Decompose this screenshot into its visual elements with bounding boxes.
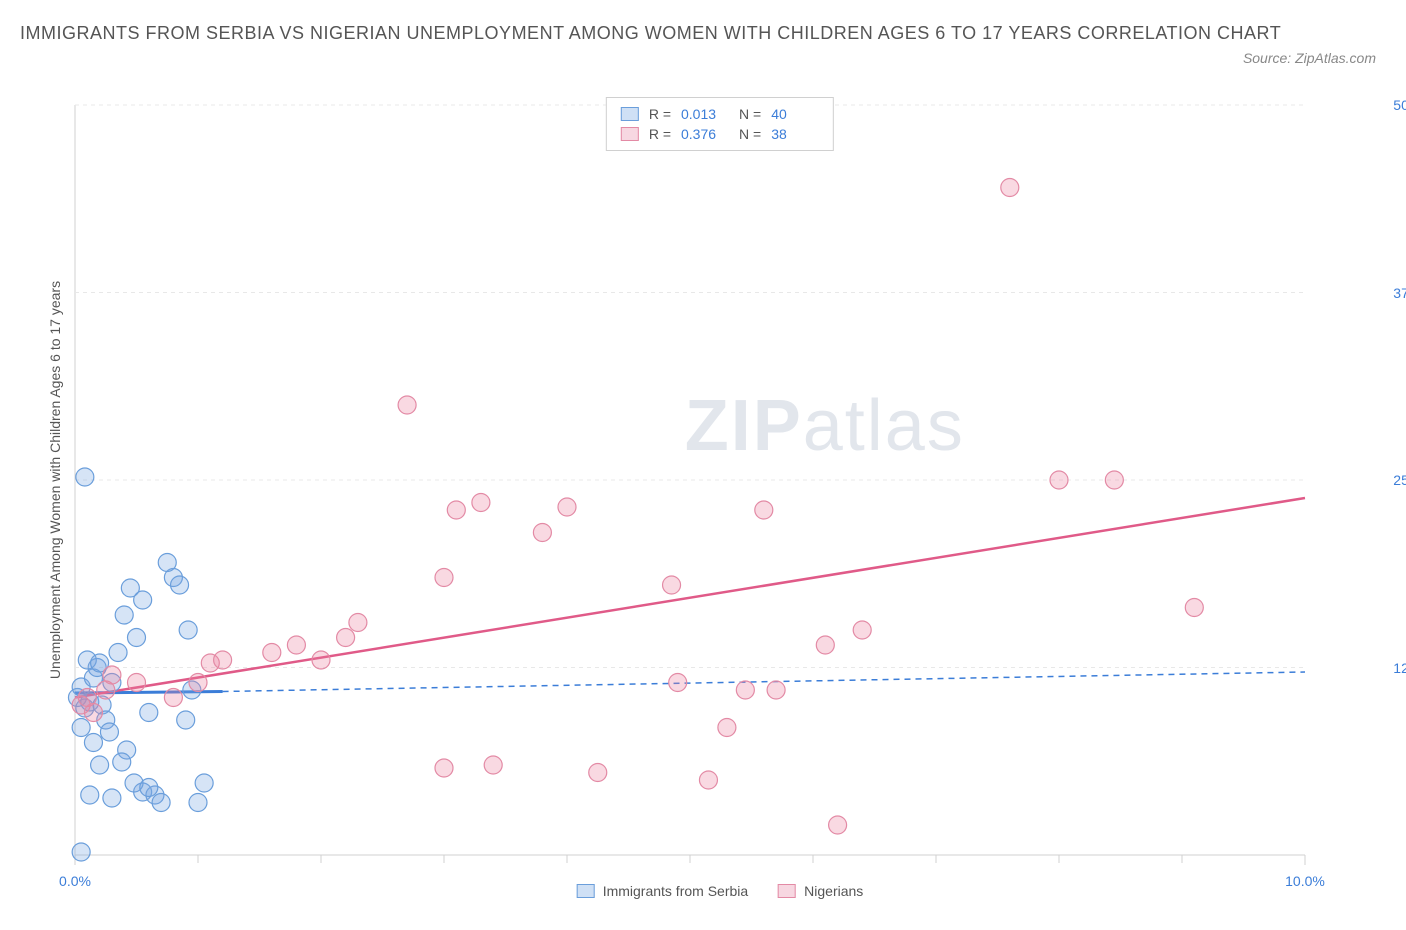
data-point	[72, 843, 90, 861]
data-point	[179, 621, 197, 639]
data-point	[109, 644, 127, 662]
data-point	[84, 704, 102, 722]
data-point	[171, 576, 189, 594]
legend-stat-row: R = 0.376 N = 38	[621, 124, 819, 144]
legend-series-item: Nigerians	[778, 883, 863, 899]
data-point	[853, 621, 871, 639]
data-point	[113, 753, 131, 771]
data-point	[81, 786, 99, 804]
r-value: 0.376	[681, 126, 729, 142]
data-point	[91, 756, 109, 774]
n-label: N =	[739, 126, 761, 142]
data-point	[140, 779, 158, 797]
legend-series-label: Immigrants from Serbia	[603, 883, 748, 899]
data-point	[533, 524, 551, 542]
data-point	[152, 794, 170, 812]
data-point	[767, 681, 785, 699]
data-point	[558, 498, 576, 516]
data-point	[1185, 599, 1203, 617]
data-point	[669, 674, 687, 692]
data-point	[484, 756, 502, 774]
data-point	[337, 629, 355, 647]
legend-series-item: Immigrants from Serbia	[577, 883, 748, 899]
source-attribution: Source: ZipAtlas.com	[1243, 50, 1376, 66]
data-point	[398, 396, 416, 414]
data-point	[263, 644, 281, 662]
data-point	[472, 494, 490, 512]
data-point	[134, 591, 152, 609]
y-axis-label: Unemployment Among Women with Children A…	[47, 281, 63, 679]
x-tick-label: 10.0%	[1285, 873, 1325, 889]
y-tick-label: 25.0%	[1393, 472, 1406, 488]
data-point	[189, 794, 207, 812]
r-value: 0.013	[681, 106, 729, 122]
data-point	[287, 636, 305, 654]
data-point	[349, 614, 367, 632]
data-point	[1001, 179, 1019, 197]
data-point	[128, 674, 146, 692]
data-point	[84, 734, 102, 752]
data-point	[140, 704, 158, 722]
data-point	[158, 554, 176, 572]
legend-swatch	[778, 884, 796, 898]
y-tick-label: 12.5%	[1393, 660, 1406, 676]
data-point	[312, 651, 330, 669]
data-point	[447, 501, 465, 519]
data-point	[829, 816, 847, 834]
data-point	[128, 629, 146, 647]
x-tick-label: 0.0%	[59, 873, 91, 889]
legend-swatch	[621, 107, 639, 121]
y-tick-label: 50.0%	[1393, 97, 1406, 113]
n-label: N =	[739, 106, 761, 122]
data-point	[663, 576, 681, 594]
r-label: R =	[649, 106, 671, 122]
data-point	[115, 606, 133, 624]
data-point	[72, 719, 90, 737]
legend-series-label: Nigerians	[804, 883, 863, 899]
data-point	[100, 723, 118, 741]
data-point	[1050, 471, 1068, 489]
chart-title: IMMIGRANTS FROM SERBIA VS NIGERIAN UNEMP…	[20, 20, 1386, 47]
data-point	[699, 771, 717, 789]
legend-swatch	[621, 127, 639, 141]
data-point	[718, 719, 736, 737]
data-point	[435, 759, 453, 777]
plot-area: Unemployment Among Women with Children A…	[65, 95, 1375, 865]
data-point	[589, 764, 607, 782]
data-point	[103, 789, 121, 807]
correlation-chart: IMMIGRANTS FROM SERBIA VS NIGERIAN UNEMP…	[20, 20, 1386, 910]
n-value: 40	[771, 106, 819, 122]
data-point	[1105, 471, 1123, 489]
y-tick-label: 37.5%	[1393, 285, 1406, 301]
data-point	[195, 774, 213, 792]
r-label: R =	[649, 126, 671, 142]
data-point	[76, 468, 94, 486]
data-point	[177, 711, 195, 729]
data-point	[755, 501, 773, 519]
data-point	[736, 681, 754, 699]
legend-swatch	[577, 884, 595, 898]
data-point	[103, 666, 121, 684]
data-point	[164, 689, 182, 707]
data-point	[214, 651, 232, 669]
legend-stat-row: R = 0.013 N = 40	[621, 104, 819, 124]
n-value: 38	[771, 126, 819, 142]
scatter-plot-svg	[65, 95, 1375, 865]
legend-series: Immigrants from Serbia Nigerians	[577, 883, 864, 899]
legend-stats: R = 0.013 N = 40 R = 0.376 N = 38	[606, 97, 834, 151]
data-point	[189, 674, 207, 692]
data-point	[435, 569, 453, 587]
data-point	[816, 636, 834, 654]
